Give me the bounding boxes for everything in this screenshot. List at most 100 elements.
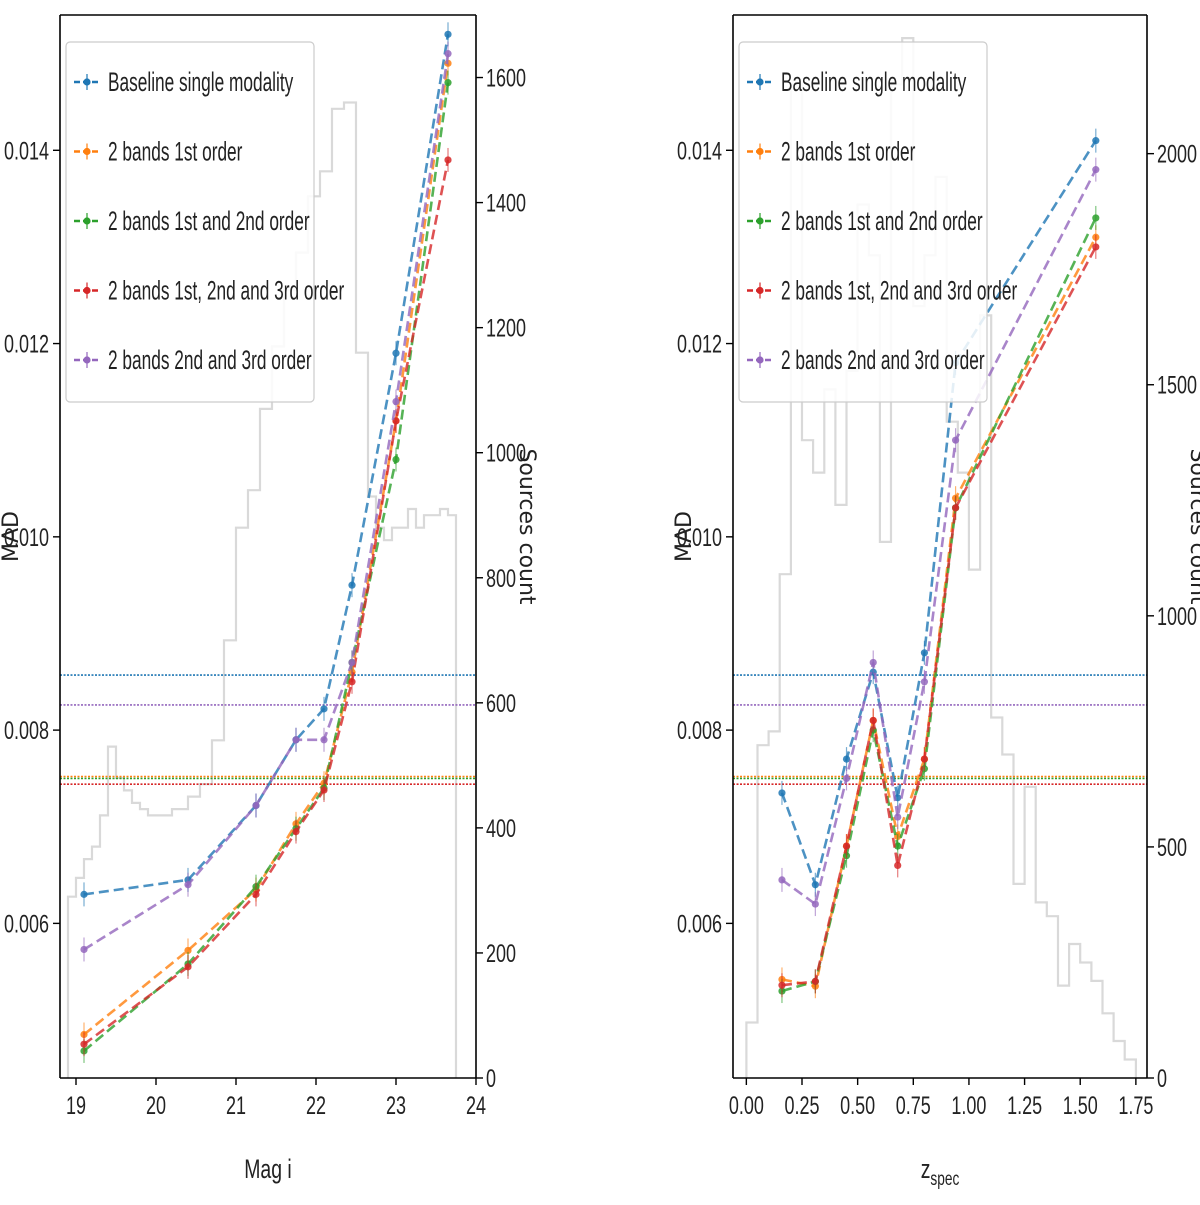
- y-tick-label: 0.006: [677, 909, 722, 938]
- y2-axis-label: Sources count: [1185, 448, 1200, 604]
- legend-box: [738, 41, 988, 403]
- x-axis-label: zspec: [921, 1154, 960, 1190]
- series-o23: [80, 41, 452, 962]
- legend-entry-o123: 2 bands 1st, 2nd and 3rd order: [74, 274, 345, 305]
- x-tick-label: 20: [146, 1091, 166, 1120]
- data-point: [778, 981, 786, 989]
- legend-label: Baseline single modality: [108, 66, 294, 97]
- y-tick-label: 0.014: [4, 136, 49, 165]
- x-axis-label: Mag i: [244, 1154, 292, 1184]
- series-o23: [778, 157, 1100, 917]
- chart-panel-1: 19 20 21 22 23 24 0.006 0.008 0.010 0.012 0.014 0 20…: [0, 14, 539, 1184]
- x-tick-label: 19: [66, 1091, 86, 1120]
- legend-marker: [756, 217, 764, 225]
- y-tick-label: 0.010: [4, 523, 49, 552]
- y2-tick-label: 1500: [1157, 371, 1197, 400]
- y-tick-label: 0.014: [677, 136, 722, 165]
- y2-tick-label: 800: [486, 564, 516, 593]
- legend-label: 2 bands 1st and 2nd order: [781, 205, 983, 236]
- series-line: [781, 169, 1097, 907]
- series-line: [83, 53, 450, 951]
- data-point: [869, 658, 877, 667]
- y2-tick-label: 1400: [486, 189, 526, 218]
- data-point: [252, 890, 260, 898]
- data-point: [392, 397, 400, 406]
- legend-label: 2 bands 1st order: [781, 135, 916, 166]
- plot-area: [733, 37, 1147, 1078]
- legend-marker: [83, 78, 91, 86]
- x-tick-label: 0.00: [729, 1091, 764, 1120]
- legend-entry-o1: 2 bands 1st order: [74, 135, 243, 166]
- data-point: [811, 977, 819, 985]
- legend-label: 2 bands 1st, 2nd and 3rd order: [781, 274, 1018, 305]
- y-tick-label: 0.012: [4, 330, 49, 359]
- legend-marker: [756, 78, 764, 86]
- data-point: [842, 755, 851, 763]
- y2-tick-label: 500: [1157, 833, 1187, 862]
- series-o123: [778, 234, 1100, 998]
- data-point: [348, 581, 356, 589]
- y-tick-label: 0.008: [677, 716, 722, 745]
- legend-marker: [83, 286, 91, 295]
- data-point: [842, 842, 851, 850]
- data-point: [1092, 214, 1100, 222]
- data-point: [920, 649, 929, 657]
- data-point: [320, 736, 328, 744]
- legend-marker: [83, 217, 91, 225]
- data-point: [894, 813, 902, 821]
- y-axis-label: MAD: [672, 511, 697, 562]
- series-line: [83, 82, 450, 1052]
- data-point: [842, 774, 851, 783]
- x-tick-label: 22: [306, 1091, 326, 1120]
- y-axis-label: MAD: [0, 511, 24, 562]
- data-point: [184, 946, 192, 955]
- y2-axis-label: Sources count: [514, 448, 539, 604]
- legend-entry-o12: 2 bands 1st and 2nd order: [74, 205, 310, 236]
- data-point: [920, 755, 929, 763]
- y2-tick-label: 200: [486, 939, 516, 968]
- data-point: [920, 678, 929, 686]
- data-point: [80, 945, 88, 954]
- legend-label: Baseline single modality: [781, 66, 967, 97]
- data-point: [292, 827, 300, 836]
- legend-entry-o1: 2 bands 1st order: [747, 135, 916, 166]
- data-point: [444, 30, 452, 38]
- x-tick-label: 0.25: [784, 1091, 819, 1120]
- y2-tick-label: 0: [1157, 1064, 1167, 1093]
- legend-entry-o23: 2 bands 2nd and 3rd order: [74, 344, 312, 375]
- data-point: [951, 504, 960, 512]
- x-tick-label: 1.00: [951, 1091, 986, 1120]
- data-point: [392, 349, 400, 357]
- legend-entry-baseline: Baseline single modality: [747, 66, 967, 97]
- data-point: [392, 455, 400, 464]
- data-point: [894, 842, 902, 850]
- data-point: [348, 658, 356, 667]
- data-point: [778, 876, 786, 884]
- x-tick-label: 24: [466, 1091, 486, 1120]
- data-point: [320, 705, 328, 713]
- x-tick-label: 23: [386, 1091, 406, 1120]
- y2-tick-label: 1000: [1157, 602, 1197, 631]
- data-point: [894, 861, 902, 870]
- plot-area: [60, 22, 476, 1078]
- data-point: [1092, 166, 1100, 174]
- x-tick-label: 1.25: [1007, 1091, 1042, 1120]
- y2-tick-label: 2000: [1157, 140, 1197, 169]
- legend-box: [65, 41, 315, 403]
- data-point: [444, 156, 452, 164]
- legend-entry-o123: 2 bands 1st, 2nd and 3rd order: [747, 274, 1018, 305]
- data-point: [252, 801, 260, 810]
- y-tick-label: 0.008: [4, 716, 49, 745]
- legend-entry-o23: 2 bands 2nd and 3rd order: [747, 344, 985, 375]
- y-tick-label: 0.012: [677, 330, 722, 359]
- sources-count-histogram: [66, 101, 458, 1078]
- y-tick-label: 0.010: [677, 523, 722, 552]
- y2-tick-label: 1600: [486, 64, 526, 93]
- x-tick-label: 0.50: [840, 1091, 875, 1120]
- legend-marker: [83, 356, 91, 364]
- legend-marker: [83, 147, 91, 156]
- y2-tick-label: 1200: [486, 314, 526, 343]
- data-point: [444, 79, 452, 87]
- data-point: [444, 50, 452, 58]
- series-line: [83, 34, 450, 896]
